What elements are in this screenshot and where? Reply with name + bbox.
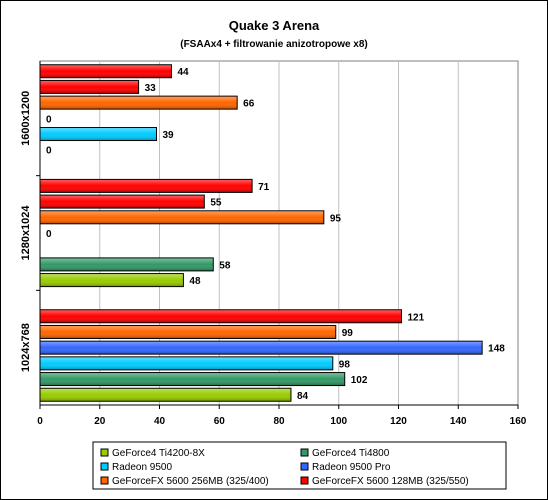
- legend-label: Radeon 9500: [112, 462, 172, 473]
- x-tick-label: 20: [94, 416, 106, 427]
- data-label: 102: [351, 375, 368, 386]
- data-label: 0: [46, 114, 52, 125]
- bar-shading: [40, 195, 204, 208]
- category-label: 1280x1024: [20, 205, 32, 261]
- data-label: 58: [219, 260, 231, 271]
- x-tick-label: 160: [510, 416, 527, 427]
- chart-title: Quake 3 Arena: [229, 18, 320, 33]
- x-tick-label: 120: [390, 416, 407, 427]
- data-label: 98: [339, 359, 351, 370]
- x-tick-label: 140: [450, 416, 467, 427]
- legend-box: [92, 441, 507, 490]
- data-label: 95: [330, 213, 342, 224]
- data-label: 84: [297, 391, 309, 402]
- data-label: 148: [488, 344, 505, 355]
- chart-subtitle: (FSAAx4 + filtrowanie anizotropowe x8): [180, 39, 368, 50]
- legend-label: GeForce4 Ti4200-8X: [112, 448, 205, 459]
- legend-swatch: [300, 476, 309, 485]
- bar-shading: [40, 373, 345, 386]
- category-label: 1600x1200: [20, 91, 32, 146]
- bar-shading: [40, 341, 482, 354]
- legend-swatch: [300, 462, 309, 471]
- x-tick-label: 80: [273, 416, 285, 427]
- x-tick-label: 60: [214, 416, 226, 427]
- data-label: 55: [210, 198, 222, 209]
- data-label: 99: [342, 328, 354, 339]
- legend-swatch: [300, 448, 309, 457]
- bar-shading: [40, 258, 213, 271]
- data-label: 48: [189, 276, 201, 287]
- plot-area: 0 20 40 60 80 100 120 140 160 1600x1200 44 33 66 0 39 0…: [20, 60, 527, 427]
- bar-shading: [40, 357, 333, 370]
- bar-shading: [40, 128, 157, 141]
- data-label: 66: [243, 99, 255, 110]
- bar-shading: [40, 310, 401, 323]
- bar-shading: [40, 96, 237, 109]
- data-label: 0: [46, 146, 52, 157]
- legend: GeForce4 Ti4200-8X GeForce4 Ti4800 Radeon …: [92, 441, 507, 490]
- data-label: 44: [177, 67, 189, 78]
- legend-label: Radeon 9500 Pro: [312, 462, 391, 473]
- data-label: 0: [46, 229, 52, 240]
- data-label: 71: [258, 182, 270, 193]
- category-label: 1024x768: [20, 323, 32, 372]
- data-label: 121: [407, 312, 424, 323]
- data-label: 33: [145, 83, 157, 94]
- x-tick-label: 100: [330, 416, 347, 427]
- x-tick-label: 0: [37, 416, 43, 427]
- x-tick-label: 40: [154, 416, 166, 427]
- bar-shading: [40, 211, 324, 224]
- bar-shading: [40, 179, 252, 192]
- legend-label: GeForceFX 5600 128MB (325/550): [312, 476, 469, 487]
- legend-label: GeForce4 Ti4800: [312, 448, 390, 459]
- data-label: 39: [163, 130, 175, 141]
- bar-shading: [40, 80, 139, 93]
- bar-shading: [40, 65, 171, 78]
- legend-swatch: [100, 462, 109, 471]
- legend-label: GeForceFX 5600 256MB (325/400): [112, 476, 269, 487]
- legend-swatch: [100, 448, 109, 457]
- bar-shading: [40, 274, 183, 287]
- bar-shading: [40, 325, 336, 338]
- legend-swatch: [100, 476, 109, 485]
- bar-shading: [40, 388, 291, 401]
